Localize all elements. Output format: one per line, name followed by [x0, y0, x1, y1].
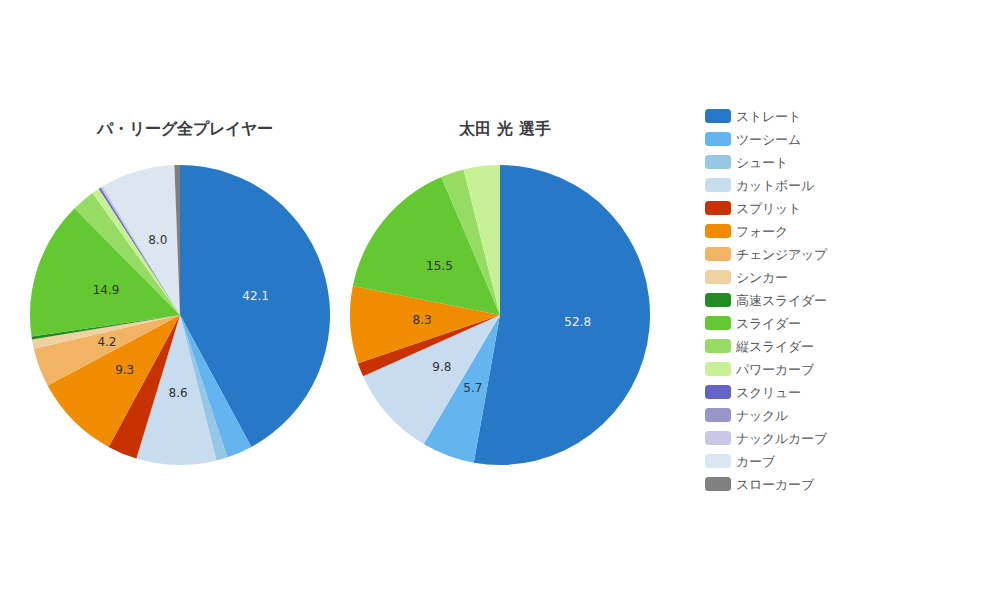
svg-text:シュート: シュート: [736, 155, 788, 170]
svg-text:8.6: 8.6: [168, 386, 187, 400]
svg-text:9.3: 9.3: [115, 363, 134, 377]
svg-text:ツーシーム: ツーシーム: [736, 132, 801, 147]
svg-text:15.5: 15.5: [426, 259, 453, 273]
svg-text:スプリット: スプリット: [736, 201, 801, 216]
svg-text:9.8: 9.8: [432, 360, 451, 374]
svg-text:ストレート: ストレート: [736, 109, 801, 124]
svg-text:4.2: 4.2: [97, 335, 116, 349]
svg-text:太田 光 選手: 太田 光 選手: [458, 119, 550, 138]
svg-text:8.0: 8.0: [148, 233, 167, 247]
svg-text:カーブ: カーブ: [736, 454, 776, 469]
svg-text:42.1: 42.1: [242, 289, 269, 303]
svg-text:スクリュー: スクリュー: [736, 385, 801, 400]
svg-text:チェンジアップ: チェンジアップ: [736, 247, 828, 262]
svg-text:5.7: 5.7: [463, 381, 482, 395]
svg-text:14.9: 14.9: [93, 283, 120, 297]
svg-text:ナックル: ナックル: [736, 408, 788, 423]
svg-text:8.3: 8.3: [413, 313, 432, 327]
svg-text:カットボール: カットボール: [736, 178, 814, 193]
svg-text:ナックルカーブ: ナックルカーブ: [736, 431, 828, 446]
svg-text:高速スライダー: 高速スライダー: [736, 293, 827, 308]
svg-text:パ・リーグ全プレイヤー: パ・リーグ全プレイヤー: [96, 119, 273, 138]
svg-text:シンカー: シンカー: [736, 270, 788, 285]
svg-text:縦スライダー: 縦スライダー: [735, 339, 814, 354]
svg-text:パワーカーブ: パワーカーブ: [735, 362, 815, 377]
svg-text:フォーク: フォーク: [736, 224, 788, 239]
svg-text:52.8: 52.8: [564, 315, 591, 329]
svg-text:スライダー: スライダー: [736, 316, 801, 331]
svg-text:スローカーブ: スローカーブ: [736, 477, 815, 492]
